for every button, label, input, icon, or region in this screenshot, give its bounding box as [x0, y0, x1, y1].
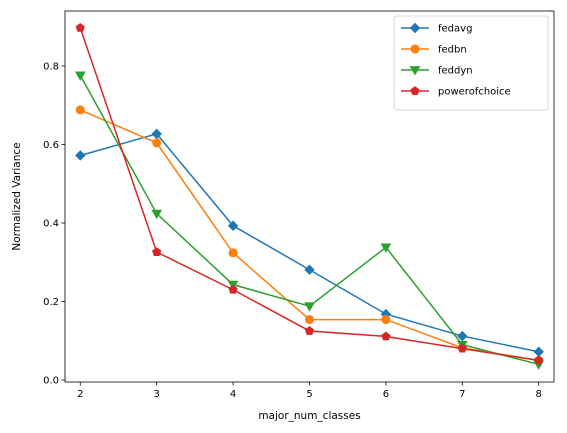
- series-fedavg: [75, 128, 544, 357]
- legend-item-powerofchoice: powerofchoice: [401, 86, 511, 98]
- legend-marker: [409, 66, 421, 76]
- legend-marker: [410, 86, 420, 95]
- data-point-fedavg: [75, 150, 86, 161]
- data-point-powerofchoice: [304, 326, 315, 335]
- y-tick-label: 0.2: [43, 297, 59, 308]
- x-axis: 2 3 4 5 6 7 8: [77, 382, 542, 400]
- data-point-powerofchoice: [152, 247, 162, 256]
- data-point-fedbn: [228, 248, 238, 258]
- data-point-fedavg: [151, 128, 162, 140]
- legend-label: powerofchoice: [438, 87, 511, 98]
- x-tick-label: 3: [154, 389, 160, 400]
- legend-item-fedavg: fedavg: [401, 22, 472, 35]
- x-tick-label: 2: [77, 389, 83, 400]
- data-point-powerofchoice: [228, 284, 238, 294]
- legend-item-feddyn: feddyn: [401, 66, 473, 77]
- legend-label: feddyn: [438, 66, 473, 77]
- data-point-powerofchoice: [75, 23, 85, 32]
- data-point-feddyn: [380, 243, 392, 253]
- y-tick-label: 0.8: [43, 61, 59, 72]
- legend-item-fedbn: fedbn: [401, 44, 467, 56]
- x-tick-label: 7: [459, 389, 465, 400]
- data-point-powerofchoice: [381, 331, 391, 341]
- data-point-fedbn: [75, 105, 85, 115]
- data-point-feddyn: [151, 209, 163, 220]
- legend-marker: [409, 22, 421, 34]
- data-point-fedbn: [381, 315, 391, 325]
- x-tick-label: 8: [536, 389, 542, 400]
- data-point-fedbn: [152, 138, 162, 148]
- data-point-powerofchoice: [457, 343, 467, 353]
- data-point-fedavg: [227, 220, 239, 231]
- data-point-fedavg: [457, 330, 468, 342]
- data-point-feddyn: [74, 71, 86, 81]
- y-tick-label: 0.4: [43, 219, 59, 230]
- x-tick-label: 5: [306, 389, 312, 400]
- y-axis: 0.0 0.2 0.4 0.6 0.8: [43, 61, 65, 387]
- series-layer: [74, 23, 545, 370]
- data-point-feddyn: [304, 302, 315, 312]
- y-tick-label: 0.0: [43, 376, 59, 387]
- legend-marker: [410, 44, 420, 54]
- series-powerofchoice: [75, 23, 544, 365]
- y-axis-label: Normalized Variance: [11, 142, 23, 250]
- data-point-fedavg: [304, 264, 315, 275]
- x-axis-label: major_num_classes: [258, 410, 360, 422]
- legend-frame: [393, 15, 549, 111]
- legend-label: fedavg: [438, 24, 472, 35]
- x-tick-label: 6: [383, 389, 389, 400]
- legend-label: fedbn: [438, 45, 467, 56]
- legend: fedavg fedbn feddyn powerofchoice: [393, 15, 549, 111]
- data-point-powerofchoice: [534, 355, 544, 365]
- x-tick-label: 4: [230, 389, 236, 400]
- data-point-fedbn: [305, 315, 314, 325]
- y-tick-label: 0.6: [43, 140, 59, 151]
